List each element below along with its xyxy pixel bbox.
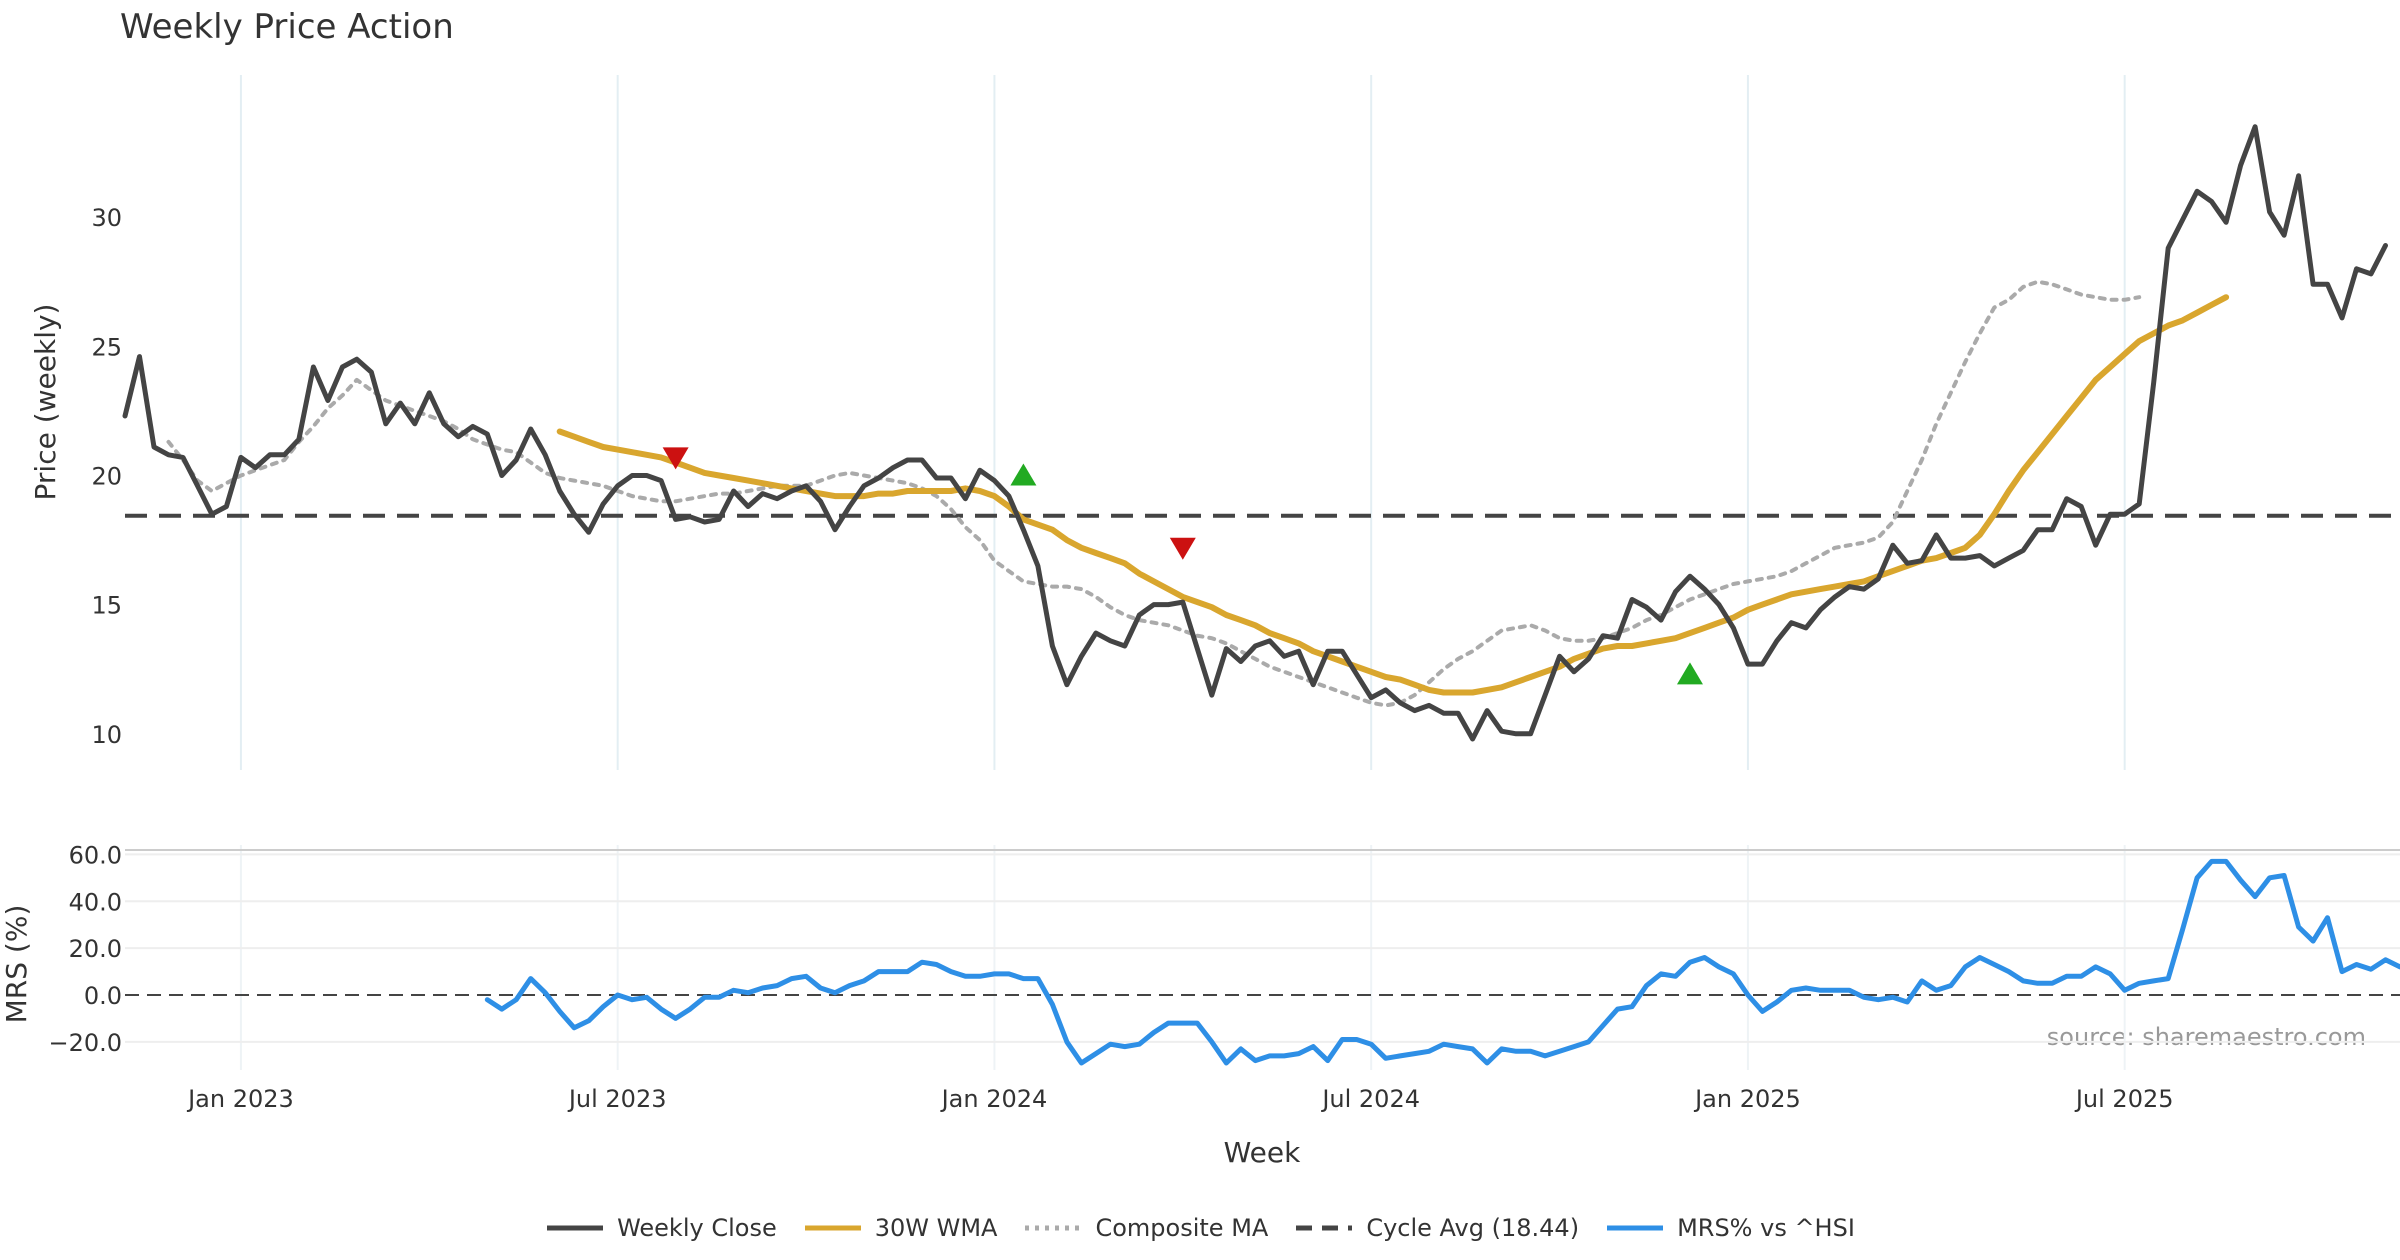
legend-label: Composite MA (1095, 1214, 1269, 1242)
legend-swatch (1025, 1225, 1082, 1231)
mrs-y-tick-label: −20.0 (48, 1029, 122, 1057)
legend-label: Cycle Avg (18.44) (1366, 1214, 1580, 1242)
price-y-tick-label: 25 (91, 333, 122, 361)
x-tick-label: Jul 2023 (567, 1085, 667, 1113)
plot-layer: Jan 2023 Jul 2023 Jan 2024 Jul 2024 Jan 2025… (48, 75, 2400, 1113)
30w-wma-line (556, 294, 2230, 696)
price-y-axis-label: Price (weekly) (29, 304, 62, 501)
chart-title: Weekly Price Action (120, 7, 454, 47)
mrs-y-axis-label: MRS (%) (0, 905, 33, 1024)
composite-ma-line (166, 279, 2142, 708)
legend-item: Weekly Close (545, 1214, 777, 1242)
legend-item: Cycle Avg (18.44) (1294, 1214, 1579, 1242)
price-y-tick-label: 20 (91, 462, 122, 490)
chart-legend: Weekly Close 30W WMA Composite MA Cycle Avg… (0, 1208, 2400, 1248)
legend-label: 30W WMA (874, 1214, 998, 1242)
x-tick-label: Jan 2023 (186, 1085, 294, 1113)
legend-label: MRS% vs ^HSI (1677, 1214, 1855, 1242)
mrs-line (484, 858, 2400, 1066)
x-tick-label: Jul 2025 (2074, 1085, 2174, 1113)
legend-item: 30W WMA (803, 1214, 998, 1242)
mrs-y-tick-label: 40.0 (69, 888, 122, 916)
sell-signal-marker (1169, 537, 1196, 560)
source-watermark: source: sharemaestro.com (2047, 1023, 2366, 1051)
price-y-tick-label: 10 (91, 721, 122, 749)
mrs-y-tick-label: 60.0 (69, 841, 122, 869)
legend-label: Weekly Close (617, 1214, 777, 1242)
sell-signal-marker (662, 447, 689, 470)
legend-swatch (1296, 1225, 1353, 1231)
legend-item: Composite MA (1023, 1214, 1268, 1242)
legend-swatch (547, 1225, 604, 1231)
x-tick-label: Jan 2024 (940, 1085, 1048, 1113)
legend-swatch (804, 1225, 861, 1231)
x-axis-label: Week (1224, 1136, 1301, 1169)
x-tick-label: Jul 2024 (1320, 1085, 1420, 1113)
mrs-y-tick-label: 20.0 (69, 935, 122, 963)
price-y-tick-label: 30 (91, 204, 122, 232)
weekly-close-line (122, 124, 2388, 742)
legend-item: MRS% vs ^HSI (1605, 1214, 1855, 1242)
mrs-y-tick-label: 0.0 (84, 982, 122, 1010)
price-y-tick-label: 15 (91, 592, 122, 620)
x-tick-label: Jan 2025 (1693, 1085, 1801, 1113)
buy-signal-marker (1676, 662, 1703, 685)
buy-signal-marker (1010, 463, 1037, 486)
legend-swatch (1607, 1225, 1664, 1231)
